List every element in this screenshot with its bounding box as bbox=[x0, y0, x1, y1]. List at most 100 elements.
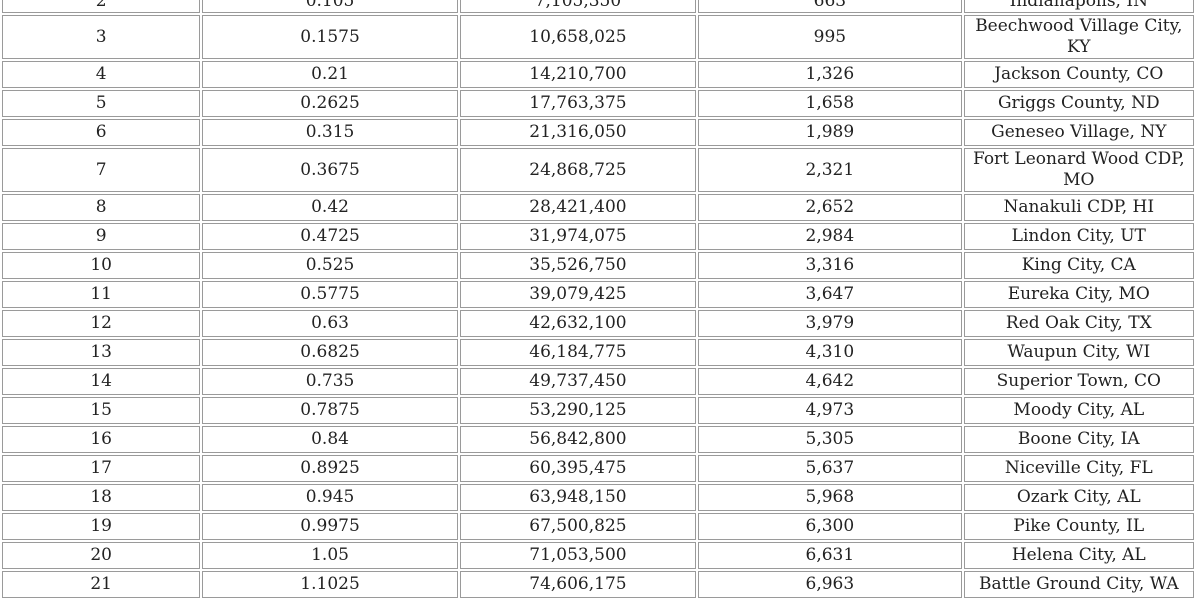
row-number: 4 bbox=[2, 61, 201, 88]
row-number: 8 bbox=[2, 194, 201, 221]
table-row: 14 0.735 49,737,450 4,642 Superior Town, CO bbox=[2, 368, 1194, 395]
table-row: 5 0.2625 17,763,375 1,658 Griggs County, ND bbox=[2, 90, 1194, 117]
table-row: 7 0.3675 24,868,725 2,321 Fort Leonard Wood … bbox=[2, 148, 1194, 192]
row-number: 10 bbox=[2, 252, 201, 279]
row-number: 11 bbox=[2, 281, 201, 308]
amount-cell: 35,526,750 bbox=[459, 252, 697, 279]
row-number: 2 bbox=[2, 0, 201, 13]
ratio-cell: 0.5775 bbox=[202, 281, 458, 308]
amount-cell: 74,606,175 bbox=[459, 571, 697, 598]
place-cell: Battle Ground City, WA bbox=[963, 571, 1194, 598]
place-cell: Red Oak City, TX bbox=[963, 310, 1194, 337]
row-number: 17 bbox=[2, 455, 201, 482]
row-number: 16 bbox=[2, 426, 201, 453]
place-cell: Nanakuli CDP, HI bbox=[963, 194, 1194, 221]
count-cell: 2,652 bbox=[698, 194, 962, 221]
ratio-cell: 0.3675 bbox=[202, 148, 458, 192]
place-cell: Indianapolis, IN bbox=[963, 0, 1194, 13]
row-number: 5 bbox=[2, 90, 201, 117]
count-cell: 3,647 bbox=[698, 281, 962, 308]
place-cell: Geneseo Village, NY bbox=[963, 119, 1194, 146]
row-number: 20 bbox=[2, 542, 201, 569]
row-number: 19 bbox=[2, 513, 201, 540]
table-row: 21 1.1025 74,606,175 6,963 Battle Ground Cit… bbox=[2, 571, 1194, 598]
row-number: 6 bbox=[2, 119, 201, 146]
table-row: 9 0.4725 31,974,075 2,984 Lindon City, UT bbox=[2, 223, 1194, 250]
table-row: 15 0.7875 53,290,125 4,973 Moody City, AL bbox=[2, 397, 1194, 424]
row-number: 13 bbox=[2, 339, 201, 366]
place-cell: Jackson County, CO bbox=[963, 61, 1194, 88]
ratio-cell: 1.05 bbox=[202, 542, 458, 569]
count-cell: 663 bbox=[698, 0, 962, 13]
count-cell: 4,642 bbox=[698, 368, 962, 395]
amount-cell: 31,974,075 bbox=[459, 223, 697, 250]
row-number: 18 bbox=[2, 484, 201, 511]
table-row: 12 0.63 42,632,100 3,979 Red Oak City, TX bbox=[2, 310, 1194, 337]
amount-cell: 14,210,700 bbox=[459, 61, 697, 88]
amount-cell: 28,421,400 bbox=[459, 194, 697, 221]
row-number: 7 bbox=[2, 148, 201, 192]
row-number: 12 bbox=[2, 310, 201, 337]
ratio-cell: 0.21 bbox=[202, 61, 458, 88]
count-cell: 5,637 bbox=[698, 455, 962, 482]
amount-cell: 67,500,825 bbox=[459, 513, 697, 540]
amount-cell: 71,053,500 bbox=[459, 542, 697, 569]
ratio-cell: 0.525 bbox=[202, 252, 458, 279]
count-cell: 5,305 bbox=[698, 426, 962, 453]
table-row: 4 0.21 14,210,700 1,326 Jackson County, CO bbox=[2, 61, 1194, 88]
count-cell: 6,631 bbox=[698, 542, 962, 569]
count-cell: 5,968 bbox=[698, 484, 962, 511]
ratio-cell: 0.2625 bbox=[202, 90, 458, 117]
count-cell: 2,321 bbox=[698, 148, 962, 192]
row-number: 14 bbox=[2, 368, 201, 395]
table-row: 19 0.9975 67,500,825 6,300 Pike County, IL bbox=[2, 513, 1194, 540]
amount-cell: 42,632,100 bbox=[459, 310, 697, 337]
ratio-cell: 0.42 bbox=[202, 194, 458, 221]
count-cell: 6,300 bbox=[698, 513, 962, 540]
amount-cell: 7,105,350 bbox=[459, 0, 697, 13]
row-number: 15 bbox=[2, 397, 201, 424]
count-cell: 3,316 bbox=[698, 252, 962, 279]
count-cell: 3,979 bbox=[698, 310, 962, 337]
row-number: 9 bbox=[2, 223, 201, 250]
place-cell: Pike County, IL bbox=[963, 513, 1194, 540]
table-row: 16 0.84 56,842,800 5,305 Boone City, IA bbox=[2, 426, 1194, 453]
amount-cell: 10,658,025 bbox=[459, 15, 697, 59]
table-row: 8 0.42 28,421,400 2,652 Nanakuli CDP, HI bbox=[2, 194, 1194, 221]
place-cell: Fort Leonard Wood CDP, MO bbox=[963, 148, 1194, 192]
ratio-cell: 0.735 bbox=[202, 368, 458, 395]
amount-cell: 63,948,150 bbox=[459, 484, 697, 511]
count-cell: 4,973 bbox=[698, 397, 962, 424]
ratio-cell: 0.4725 bbox=[202, 223, 458, 250]
table-row: 10 0.525 35,526,750 3,316 King City, CA bbox=[2, 252, 1194, 279]
amount-cell: 17,763,375 bbox=[459, 90, 697, 117]
count-cell: 2,984 bbox=[698, 223, 962, 250]
amount-cell: 53,290,125 bbox=[459, 397, 697, 424]
place-cell: Griggs County, ND bbox=[963, 90, 1194, 117]
place-cell: Superior Town, CO bbox=[963, 368, 1194, 395]
ratio-cell: 0.8925 bbox=[202, 455, 458, 482]
row-number: 3 bbox=[2, 15, 201, 59]
place-cell: Beechwood Village City, KY bbox=[963, 15, 1194, 59]
count-cell: 995 bbox=[698, 15, 962, 59]
ratio-cell: 0.315 bbox=[202, 119, 458, 146]
amount-cell: 49,737,450 bbox=[459, 368, 697, 395]
row-number: 21 bbox=[2, 571, 201, 598]
table-row: 3 0.1575 10,658,025 995 Beechwood Village Ci… bbox=[2, 15, 1194, 59]
ratio-cell: 0.7875 bbox=[202, 397, 458, 424]
place-cell: King City, CA bbox=[963, 252, 1194, 279]
place-cell: Helena City, AL bbox=[963, 542, 1194, 569]
ratio-cell: 0.6825 bbox=[202, 339, 458, 366]
table-row: 20 1.05 71,053,500 6,631 Helena City, AL bbox=[2, 542, 1194, 569]
ratio-cell: 0.945 bbox=[202, 484, 458, 511]
place-cell: Boone City, IA bbox=[963, 426, 1194, 453]
table-row: 13 0.6825 46,184,775 4,310 Waupun City, WI bbox=[2, 339, 1194, 366]
place-cell: Moody City, AL bbox=[963, 397, 1194, 424]
count-cell: 1,989 bbox=[698, 119, 962, 146]
place-cell: Ozark City, AL bbox=[963, 484, 1194, 511]
amount-cell: 39,079,425 bbox=[459, 281, 697, 308]
amount-cell: 24,868,725 bbox=[459, 148, 697, 192]
ratio-cell: 0.63 bbox=[202, 310, 458, 337]
ratio-cell: 0.84 bbox=[202, 426, 458, 453]
